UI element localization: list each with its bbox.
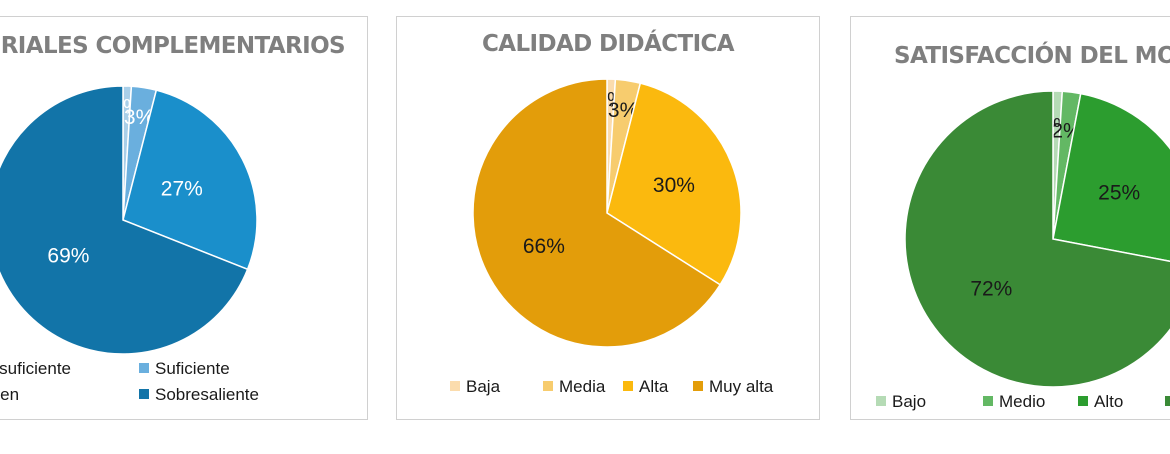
legend-item: Alta <box>623 377 668 397</box>
legend-item: Suficiente <box>139 359 230 379</box>
legend-label: Muy alta <box>709 377 774 396</box>
chart-panel-materiales: MATERIALES COMPLEMENTARIOS 1%3%27%69% In… <box>0 16 368 420</box>
data-label: 69% <box>47 245 89 268</box>
legend-item: Bajo <box>876 392 926 412</box>
legend-label: Media <box>559 377 606 396</box>
pie-slice-bien <box>122 89 258 271</box>
data-label: 27% <box>161 178 203 201</box>
chart-title: CALIDAD DIDÁCTICA <box>481 31 735 57</box>
chart-panel-satisfaccion: SATISFACCIÓN DEL MODELO 1%2%25%72% BajoM… <box>850 16 1170 420</box>
pie-chart-calidad: 1%3%30%66% <box>472 78 742 348</box>
legend-label: Medio <box>999 392 1046 411</box>
data-label: 25% <box>1098 182 1140 205</box>
pie-slice-muy-alta <box>472 78 722 348</box>
pie-chart-materiales: 1%3%27%69% <box>0 85 258 355</box>
legend-swatch <box>139 363 149 373</box>
legend-swatch <box>139 389 149 399</box>
pie-chart-satisfaccion: 1%2%25%72% <box>904 90 1170 388</box>
legend-label: Alto <box>1094 392 1124 411</box>
pie-slice-sobresaliente <box>0 85 249 355</box>
legend-swatch <box>876 396 886 406</box>
pie-slice-alto <box>1052 92 1170 263</box>
legend-label: Alta <box>639 377 669 396</box>
legend-item: Bien <box>0 385 19 405</box>
legend-item: Baja <box>450 377 500 397</box>
legend-swatch <box>623 381 633 391</box>
pie-slice-alta <box>606 82 742 286</box>
legend-item: Muy alta <box>693 377 773 397</box>
legend-item: Medio <box>983 392 1045 412</box>
legend-swatch <box>1078 396 1088 406</box>
data-label: 3% <box>124 106 154 129</box>
legend-swatch <box>693 381 703 391</box>
data-label: 3% <box>608 99 638 122</box>
legend-swatch <box>1165 396 1170 406</box>
data-label: 30% <box>653 174 695 197</box>
pie-slice-muy-alto <box>904 90 1170 388</box>
legend-label: Baja <box>466 377 501 396</box>
legend-label: Suficiente <box>155 359 230 378</box>
legend-swatch <box>983 396 993 406</box>
legend-label: Bien <box>0 385 20 404</box>
legend-item: Muy alto <box>1165 392 1170 412</box>
legend-swatch <box>543 381 553 391</box>
legend-item: Alto <box>1078 392 1123 412</box>
legend-label: Insuficiente <box>0 359 71 378</box>
data-label: 66% <box>523 235 565 258</box>
legend-item: Sobresaliente <box>139 385 259 405</box>
legend-item: Insuficiente <box>0 359 71 379</box>
legend-label: Bajo <box>892 392 927 411</box>
chart-title: SATISFACCIÓN DEL MODELO <box>894 43 1170 69</box>
legend-item: Media <box>543 377 605 397</box>
chart-title: MATERIALES COMPLEMENTARIOS <box>0 33 346 59</box>
legend-swatch <box>450 381 460 391</box>
legend-label: Sobresaliente <box>155 385 259 404</box>
data-label: 72% <box>970 278 1012 301</box>
chart-panel-calidad: CALIDAD DIDÁCTICA 1% 3% 30% 66% Baja Media Al… <box>396 16 820 420</box>
